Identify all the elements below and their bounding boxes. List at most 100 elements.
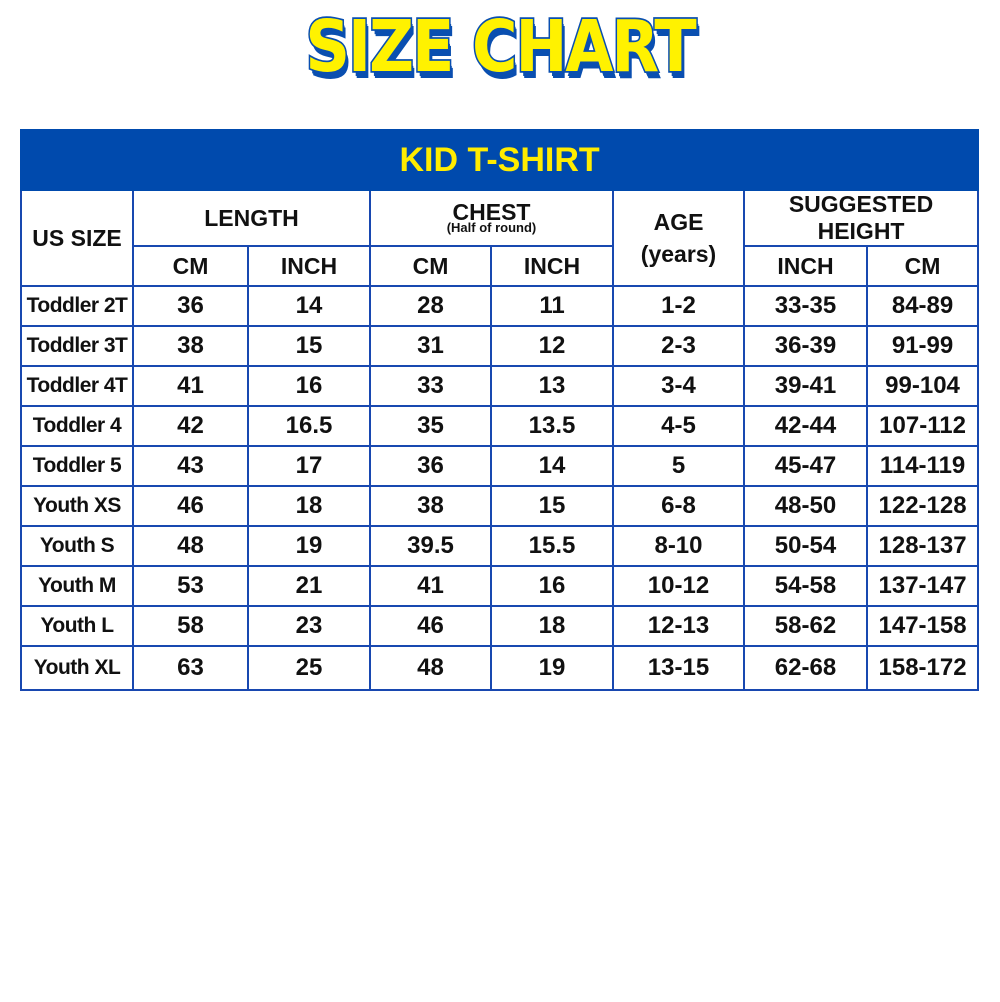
table-row: Toddler 2T 36 14 28 11 1-2 33-35 84-89 — [20, 285, 980, 327]
cell-length-cm: 38 — [132, 325, 249, 367]
table-row: Toddler 4 42 16.5 35 13.5 4-5 42-44 107-112 — [20, 405, 980, 447]
header-chest: CHEST (Half of round) — [369, 189, 614, 247]
cell-length-cm: 36 — [132, 285, 249, 327]
cell-length-cm: 58 — [132, 605, 249, 647]
cell-chest-cm: 46 — [369, 605, 492, 647]
cell-height-cm: 158-172 — [865, 645, 980, 691]
cell-height-cm: 128-137 — [865, 525, 980, 567]
table-row: Youth L 58 23 46 18 12-13 58-62 147-158 — [20, 605, 980, 647]
cell-length-inch: 16.5 — [247, 405, 371, 447]
header-height-cm: CM — [865, 245, 980, 287]
cell-height-inch: 36-39 — [743, 325, 868, 367]
cell-chest-inch: 11 — [490, 285, 614, 327]
cell-length-inch: 17 — [247, 445, 371, 487]
cell-size: Toddler 2T — [20, 285, 134, 327]
cell-age: 12-13 — [612, 605, 745, 647]
table-row: Youth S 48 19 39.5 15.5 8-10 50-54 128-137 — [20, 525, 980, 567]
cell-height-cm: 99-104 — [865, 365, 980, 407]
cell-length-inch: 21 — [247, 565, 371, 607]
chest-note: (Half of round) — [446, 220, 537, 235]
cell-height-cm: 122-128 — [865, 485, 980, 527]
cell-size: Youth M — [20, 565, 134, 607]
cell-size: Youth XL — [20, 645, 134, 691]
cell-age: 5 — [612, 445, 745, 487]
cell-length-inch: 14 — [247, 285, 371, 327]
table-row: Toddler 5 43 17 36 14 5 45-47 114-119 — [20, 445, 980, 487]
header-chest-inch: INCH — [490, 245, 614, 287]
cell-size: Toddler 4T — [20, 365, 134, 407]
cell-height-cm: 147-158 — [865, 605, 980, 647]
cell-height-cm: 84-89 — [865, 285, 980, 327]
page-title: SIZE CHART — [304, 3, 698, 90]
header-length-inch: INCH — [247, 245, 371, 287]
table-row: Toddler 3T 38 15 31 12 2-3 36-39 91-99 — [20, 325, 980, 367]
cell-height-cm: 137-147 — [865, 565, 980, 607]
table-row: Youth M 53 21 41 16 10-12 54-58 137-147 — [20, 565, 980, 607]
cell-height-inch: 58-62 — [743, 605, 868, 647]
table-row: Youth XL 63 25 48 19 13-15 62-68 158-172 — [20, 645, 980, 691]
header-us-size: US SIZE — [20, 189, 134, 287]
cell-chest-cm: 31 — [369, 325, 492, 367]
cell-chest-inch: 13.5 — [490, 405, 614, 447]
cell-height-inch: 42-44 — [743, 405, 868, 447]
cell-size: Youth S — [20, 525, 134, 567]
cell-size: Toddler 3T — [20, 325, 134, 367]
header-chest-cm: CM — [369, 245, 492, 287]
cell-chest-cm: 48 — [369, 645, 492, 691]
table-row: Youth XS 46 18 38 15 6-8 48-50 122-128 — [20, 485, 980, 527]
cell-length-inch: 18 — [247, 485, 371, 527]
cell-height-cm: 114-119 — [865, 445, 980, 487]
cell-age: 8-10 — [612, 525, 745, 567]
age-unit: (years) — [640, 241, 717, 267]
cell-length-inch: 15 — [247, 325, 371, 367]
cell-height-inch: 45-47 — [743, 445, 868, 487]
cell-age: 10-12 — [612, 565, 745, 607]
cell-chest-cm: 38 — [369, 485, 492, 527]
cell-chest-cm: 39.5 — [369, 525, 492, 567]
cell-age: 6-8 — [612, 485, 745, 527]
cell-height-inch: 39-41 — [743, 365, 868, 407]
cell-chest-inch: 15 — [490, 485, 614, 527]
cell-height-inch: 48-50 — [743, 485, 868, 527]
cell-height-cm: 91-99 — [865, 325, 980, 367]
cell-chest-cm: 35 — [369, 405, 492, 447]
cell-age: 4-5 — [612, 405, 745, 447]
cell-chest-inch: 14 — [490, 445, 614, 487]
cell-chest-cm: 41 — [369, 565, 492, 607]
size-chart-table: KID T-SHIRT US SIZE LENGTH CHEST (Half of… — [19, 129, 980, 691]
cell-height-cm: 107-112 — [865, 405, 980, 447]
cell-size: Toddler 4 — [20, 405, 134, 447]
cell-length-inch: 25 — [247, 645, 371, 691]
cell-chest-cm: 33 — [369, 365, 492, 407]
cell-chest-inch: 12 — [490, 325, 614, 367]
cell-age: 13-15 — [612, 645, 745, 691]
table-heading: KID T-SHIRT — [19, 129, 980, 191]
cell-length-cm: 48 — [132, 525, 249, 567]
cell-age: 2-3 — [612, 325, 745, 367]
cell-chest-cm: 28 — [369, 285, 492, 327]
cell-height-inch: 50-54 — [743, 525, 868, 567]
header-age: AGE (years) — [612, 189, 745, 287]
cell-length-cm: 43 — [132, 445, 249, 487]
cell-height-inch: 62-68 — [743, 645, 868, 691]
header-length-cm: CM — [132, 245, 249, 287]
header-height-inch: INCH — [743, 245, 868, 287]
cell-chest-cm: 36 — [369, 445, 492, 487]
age-label: AGE — [653, 209, 704, 235]
cell-length-cm: 42 — [132, 405, 249, 447]
cell-size: Youth XS — [20, 485, 134, 527]
cell-size: Toddler 5 — [20, 445, 134, 487]
cell-chest-inch: 16 — [490, 565, 614, 607]
cell-length-cm: 46 — [132, 485, 249, 527]
header-length: LENGTH — [132, 189, 371, 247]
cell-age: 1-2 — [612, 285, 745, 327]
cell-length-cm: 53 — [132, 565, 249, 607]
cell-chest-inch: 18 — [490, 605, 614, 647]
cell-length-cm: 41 — [132, 365, 249, 407]
cell-chest-inch: 13 — [490, 365, 614, 407]
cell-age: 3-4 — [612, 365, 745, 407]
cell-length-inch: 19 — [247, 525, 371, 567]
chest-label: CHEST — [452, 199, 531, 225]
cell-chest-inch: 19 — [490, 645, 614, 691]
cell-size: Youth L — [20, 605, 134, 647]
